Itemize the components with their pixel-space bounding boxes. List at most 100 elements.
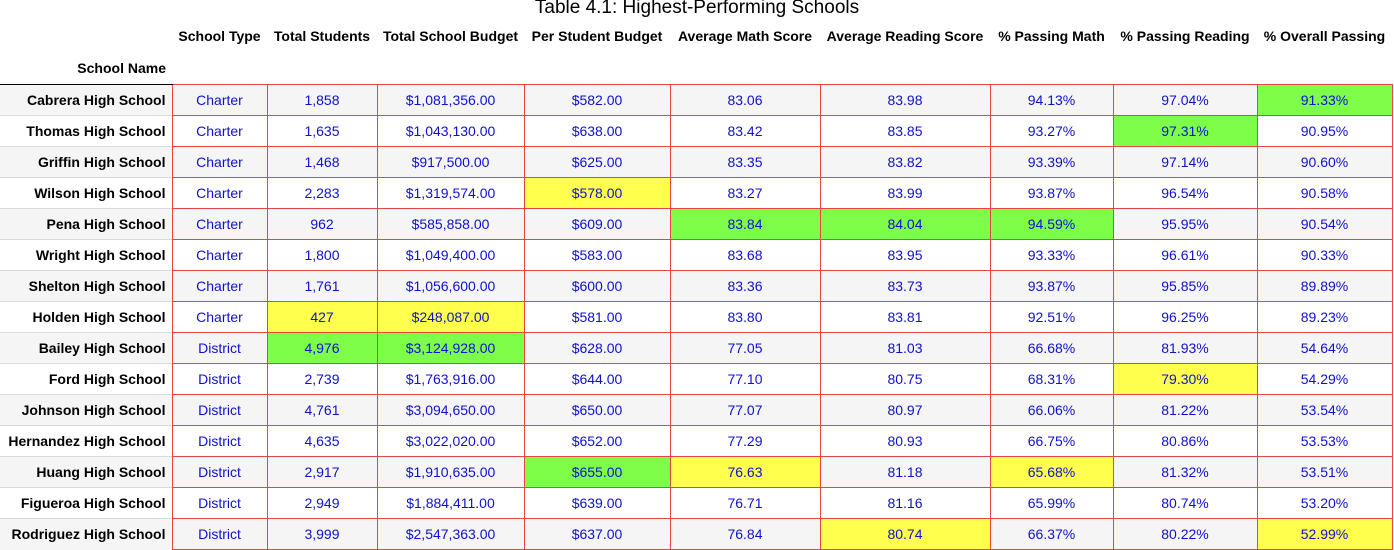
per-student-budget-cell: $628.00 [523, 332, 671, 364]
pass-reading-cell: 97.04% [1112, 84, 1258, 116]
avg-reading-cell: 80.97 [819, 394, 991, 426]
per-student-budget-cell: $609.00 [523, 208, 671, 240]
overall-passing-cell: 53.54% [1256, 394, 1393, 426]
column-header-total-students: Total Students [267, 20, 377, 52]
total-students-cell: 1,761 [266, 270, 378, 302]
pass-reading-cell: 81.22% [1112, 394, 1258, 426]
total-students-cell: 3,999 [266, 518, 378, 550]
avg-math-cell: 83.68 [669, 239, 821, 271]
school-type-cell: District [171, 456, 268, 488]
row-header-school-name: Shelton High School [0, 270, 172, 302]
row-header-school-name: Griffin High School [0, 146, 172, 178]
row-header-school-name: Cabrera High School [0, 84, 172, 116]
school-type-cell: Charter [171, 115, 268, 147]
avg-reading-cell: 83.95 [819, 239, 991, 271]
total-budget-cell: $3,022,020.00 [376, 425, 525, 457]
column-header-per-student-budget: Per Student Budget [524, 20, 670, 52]
per-student-budget-cell: $655.00 [523, 456, 671, 488]
school-type-cell: District [171, 332, 268, 364]
total-students-cell: 2,917 [266, 456, 378, 488]
pass-math-cell: 93.87% [989, 177, 1114, 209]
overall-passing-cell: 53.53% [1256, 425, 1393, 457]
pass-math-cell: 65.68% [989, 456, 1114, 488]
column-header-avg-reading: Average Reading Score [820, 20, 990, 52]
avg-reading-cell: 83.98 [819, 84, 991, 116]
per-student-budget-cell: $638.00 [523, 115, 671, 147]
avg-reading-cell: 83.85 [819, 115, 991, 147]
overall-passing-cell: 52.99% [1256, 518, 1393, 550]
per-student-budget-cell: $639.00 [523, 487, 671, 519]
column-header-overall-passing: % Overall Passing [1257, 20, 1392, 52]
pass-math-cell: 65.99% [989, 487, 1114, 519]
row-header-school-name: Hernandez High School [0, 425, 172, 457]
avg-reading-cell: 84.04 [819, 208, 991, 240]
school-type-cell: Charter [171, 177, 268, 209]
total-students-cell: 2,949 [266, 487, 378, 519]
avg-math-cell: 76.63 [669, 456, 821, 488]
pass-reading-cell: 79.30% [1112, 363, 1258, 395]
row-header-school-name: Johnson High School [0, 394, 172, 426]
row-header-school-name: Rodriguez High School [0, 518, 172, 550]
total-students-cell: 4,976 [266, 332, 378, 364]
overall-passing-cell: 89.23% [1256, 301, 1393, 333]
per-student-budget-cell: $652.00 [523, 425, 671, 457]
avg-math-cell: 76.84 [669, 518, 821, 550]
row-header-school-name: Ford High School [0, 363, 172, 395]
overall-passing-cell: 90.33% [1256, 239, 1393, 271]
total-students-cell: 1,468 [266, 146, 378, 178]
avg-math-cell: 83.06 [669, 84, 821, 116]
avg-reading-cell: 80.75 [819, 363, 991, 395]
avg-math-cell: 77.07 [669, 394, 821, 426]
per-student-budget-cell: $578.00 [523, 177, 671, 209]
total-students-cell: 1,635 [266, 115, 378, 147]
school-type-cell: District [171, 487, 268, 519]
row-header-school-name: Pena High School [0, 208, 172, 240]
total-students-cell: 1,800 [266, 239, 378, 271]
total-budget-cell: $1,049,400.00 [376, 239, 525, 271]
avg-math-cell: 83.84 [669, 208, 821, 240]
pass-math-cell: 93.33% [989, 239, 1114, 271]
pass-reading-cell: 96.61% [1112, 239, 1258, 271]
index-header-row: School Name [0, 52, 1392, 85]
pass-math-cell: 66.68% [989, 332, 1114, 364]
overall-passing-cell: 90.54% [1256, 208, 1393, 240]
avg-reading-cell: 81.16 [819, 487, 991, 519]
row-header-school-name: Wilson High School [0, 177, 172, 209]
school-type-cell: Charter [171, 146, 268, 178]
pass-math-cell: 92.51% [989, 301, 1114, 333]
total-budget-cell: $248,087.00 [376, 301, 525, 333]
pass-math-cell: 93.87% [989, 270, 1114, 302]
table-row: Griffin High School Charter 1,468 $917,500.… [0, 146, 1393, 178]
avg-reading-cell: 80.93 [819, 425, 991, 457]
table-caption: Table 4.1: Highest-Performing Schools [534, 0, 860, 18]
total-budget-cell: $1,884,411.00 [376, 487, 525, 519]
per-student-budget-cell: $582.00 [523, 84, 671, 116]
overall-passing-cell: 54.29% [1256, 363, 1393, 395]
row-header-school-name: Bailey High School [0, 332, 172, 364]
table-row: Shelton High School Charter 1,761 $1,056,60… [0, 270, 1393, 302]
column-header-row: School Type Total Students Total School … [0, 20, 1392, 52]
school-type-cell: Charter [171, 270, 268, 302]
avg-reading-cell: 81.03 [819, 332, 991, 364]
pass-reading-cell: 96.25% [1112, 301, 1258, 333]
total-students-cell: 2,739 [266, 363, 378, 395]
table-row: Pena High School Charter 962 $585,858.00 $60… [0, 208, 1393, 240]
avg-reading-cell: 80.74 [819, 518, 991, 550]
total-budget-cell: $917,500.00 [376, 146, 525, 178]
table-row: Holden High School Charter 427 $248,087.00 $… [0, 301, 1393, 333]
pass-math-cell: 93.27% [989, 115, 1114, 147]
avg-reading-cell: 83.73 [819, 270, 991, 302]
table-row: Ford High School District 2,739 $1,763,916.… [0, 363, 1393, 395]
row-header-school-name: Figueroa High School [0, 487, 172, 519]
school-type-cell: District [171, 518, 268, 550]
column-header-pass-math: % Passing Math [990, 20, 1113, 52]
pass-reading-cell: 80.22% [1112, 518, 1258, 550]
pass-math-cell: 94.13% [989, 84, 1114, 116]
pass-math-cell: 93.39% [989, 146, 1114, 178]
avg-reading-cell: 83.99 [819, 177, 991, 209]
row-header-school-name: Huang High School [0, 456, 172, 488]
total-budget-cell: $2,547,363.00 [376, 518, 525, 550]
total-budget-cell: $1,043,130.00 [376, 115, 525, 147]
pass-reading-cell: 81.93% [1112, 332, 1258, 364]
table-row: Johnson High School District 4,761 $3,094,6… [0, 394, 1393, 426]
